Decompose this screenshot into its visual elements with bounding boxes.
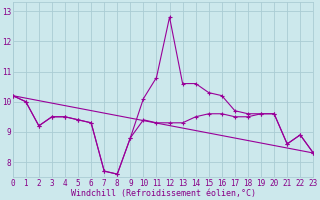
X-axis label: Windchill (Refroidissement éolien,°C): Windchill (Refroidissement éolien,°C) bbox=[70, 189, 255, 198]
